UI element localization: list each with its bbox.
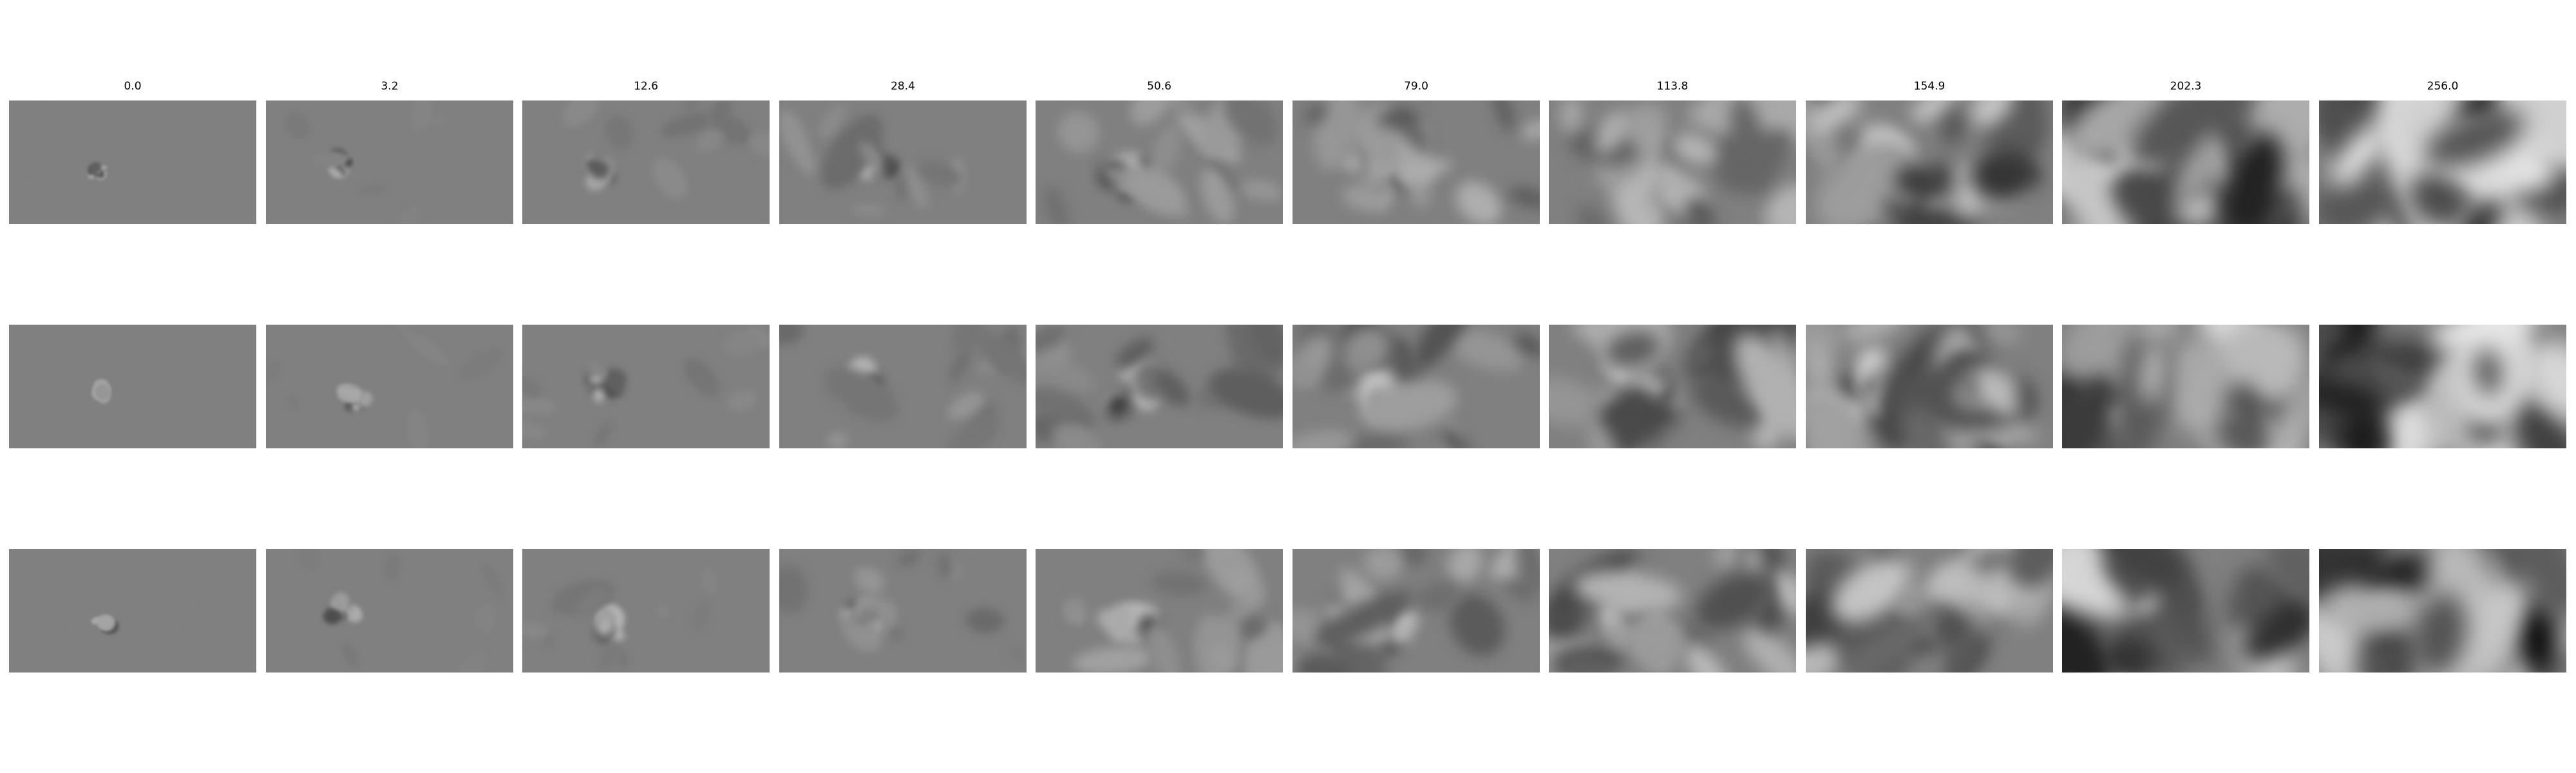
column-title: 79.0 (1404, 80, 1428, 93)
image-panel (1293, 549, 1540, 673)
image-panel (2062, 100, 2309, 224)
image-panel (2062, 325, 2309, 448)
image-panel (2062, 549, 2309, 673)
column-title: 113.8 (1656, 80, 1689, 93)
column-title: 28.4 (891, 80, 915, 93)
image-panel (1036, 100, 1283, 224)
image-panel (1293, 325, 1540, 448)
column-title: 256.0 (2427, 80, 2459, 93)
image-panel (9, 549, 256, 673)
column-title: 154.9 (1913, 80, 1946, 93)
image-panel (522, 100, 770, 224)
image-panel (1293, 100, 1540, 224)
image-panel (9, 325, 256, 448)
image-panel (1549, 549, 1796, 673)
image-panel (2319, 549, 2566, 673)
image-panel (1549, 100, 1796, 224)
image-panel (779, 325, 1027, 448)
column-title: 3.2 (381, 80, 399, 93)
image-panel (522, 325, 770, 448)
image-panel (2319, 100, 2566, 224)
image-panel (1036, 325, 1283, 448)
image-panel (1806, 325, 2053, 448)
image-panel (1806, 549, 2053, 673)
column-title: 202.3 (2170, 80, 2202, 93)
image-panel (9, 100, 256, 224)
image-panel (1806, 100, 2053, 224)
image-panel (1036, 549, 1283, 673)
image-panel (779, 549, 1027, 673)
column-title: 12.6 (634, 80, 658, 93)
image-panel (1549, 325, 1796, 448)
column-title: 50.6 (1147, 80, 1171, 93)
column-title: 0.0 (124, 80, 142, 93)
image-panel (522, 549, 770, 673)
image-panel (266, 549, 513, 673)
image-panel (266, 325, 513, 448)
image-panel (2319, 325, 2566, 448)
image-panel (266, 100, 513, 224)
image-panel (779, 100, 1027, 224)
